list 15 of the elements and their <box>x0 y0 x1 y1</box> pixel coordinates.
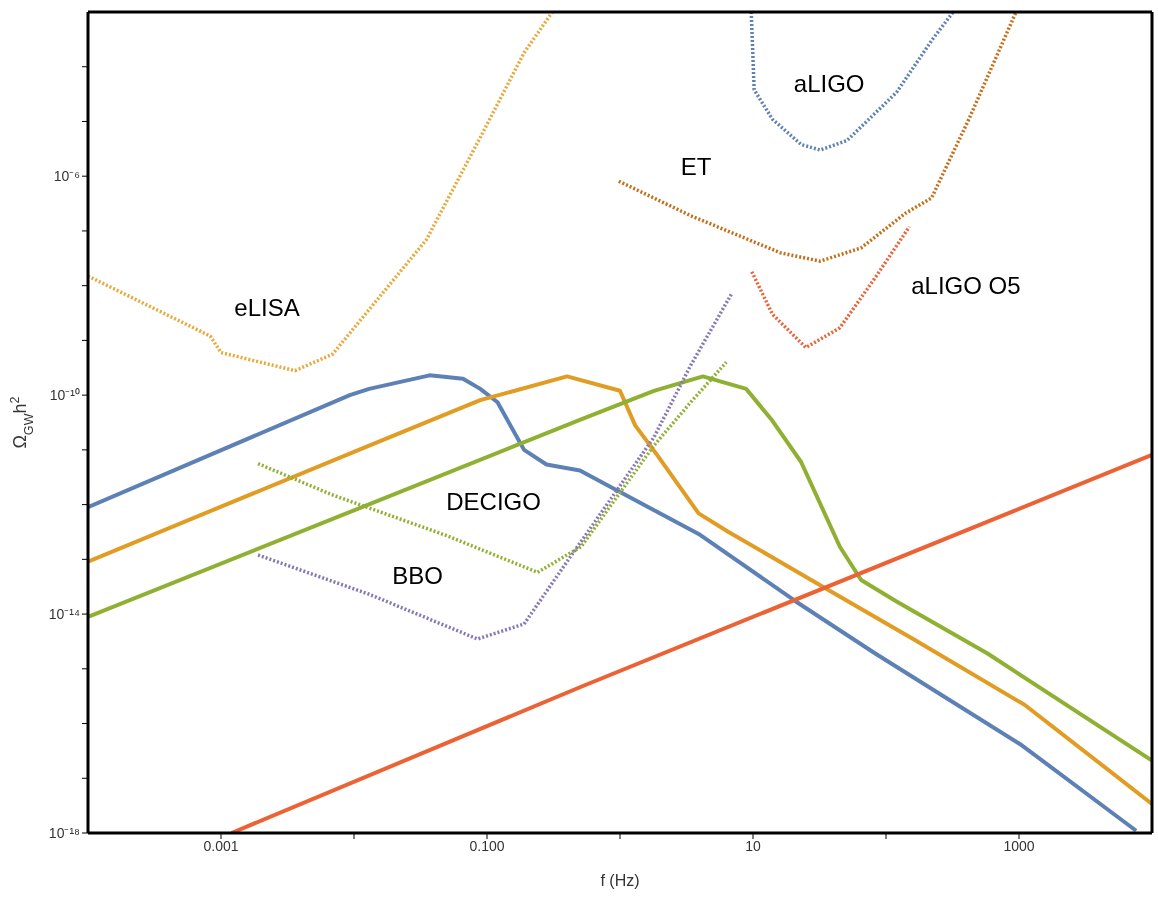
y-tick-label: 10⁻¹⁸ <box>48 824 81 841</box>
series-label: aLIGO <box>793 69 865 97</box>
series-label: BBO <box>392 561 443 589</box>
y-tick-label: 10⁻¹⁴ <box>48 606 80 623</box>
y-tick-label: 10⁻⁶ <box>53 168 80 185</box>
series-label: aLIGO O5 <box>911 272 1021 300</box>
x-tick-label: 0.100 <box>469 837 505 854</box>
x-tick-label: 10 <box>745 837 761 854</box>
x-axis-title: f (Hz) <box>600 872 640 889</box>
series-label: eLISA <box>234 294 300 322</box>
y-tick-label: 10⁻¹⁰ <box>49 387 80 404</box>
series-label: ET <box>680 152 712 180</box>
series-label: DECIGO <box>446 487 541 515</box>
x-tick-label: 0.001 <box>203 837 239 854</box>
x-tick-label: 1000 <box>1003 837 1035 854</box>
